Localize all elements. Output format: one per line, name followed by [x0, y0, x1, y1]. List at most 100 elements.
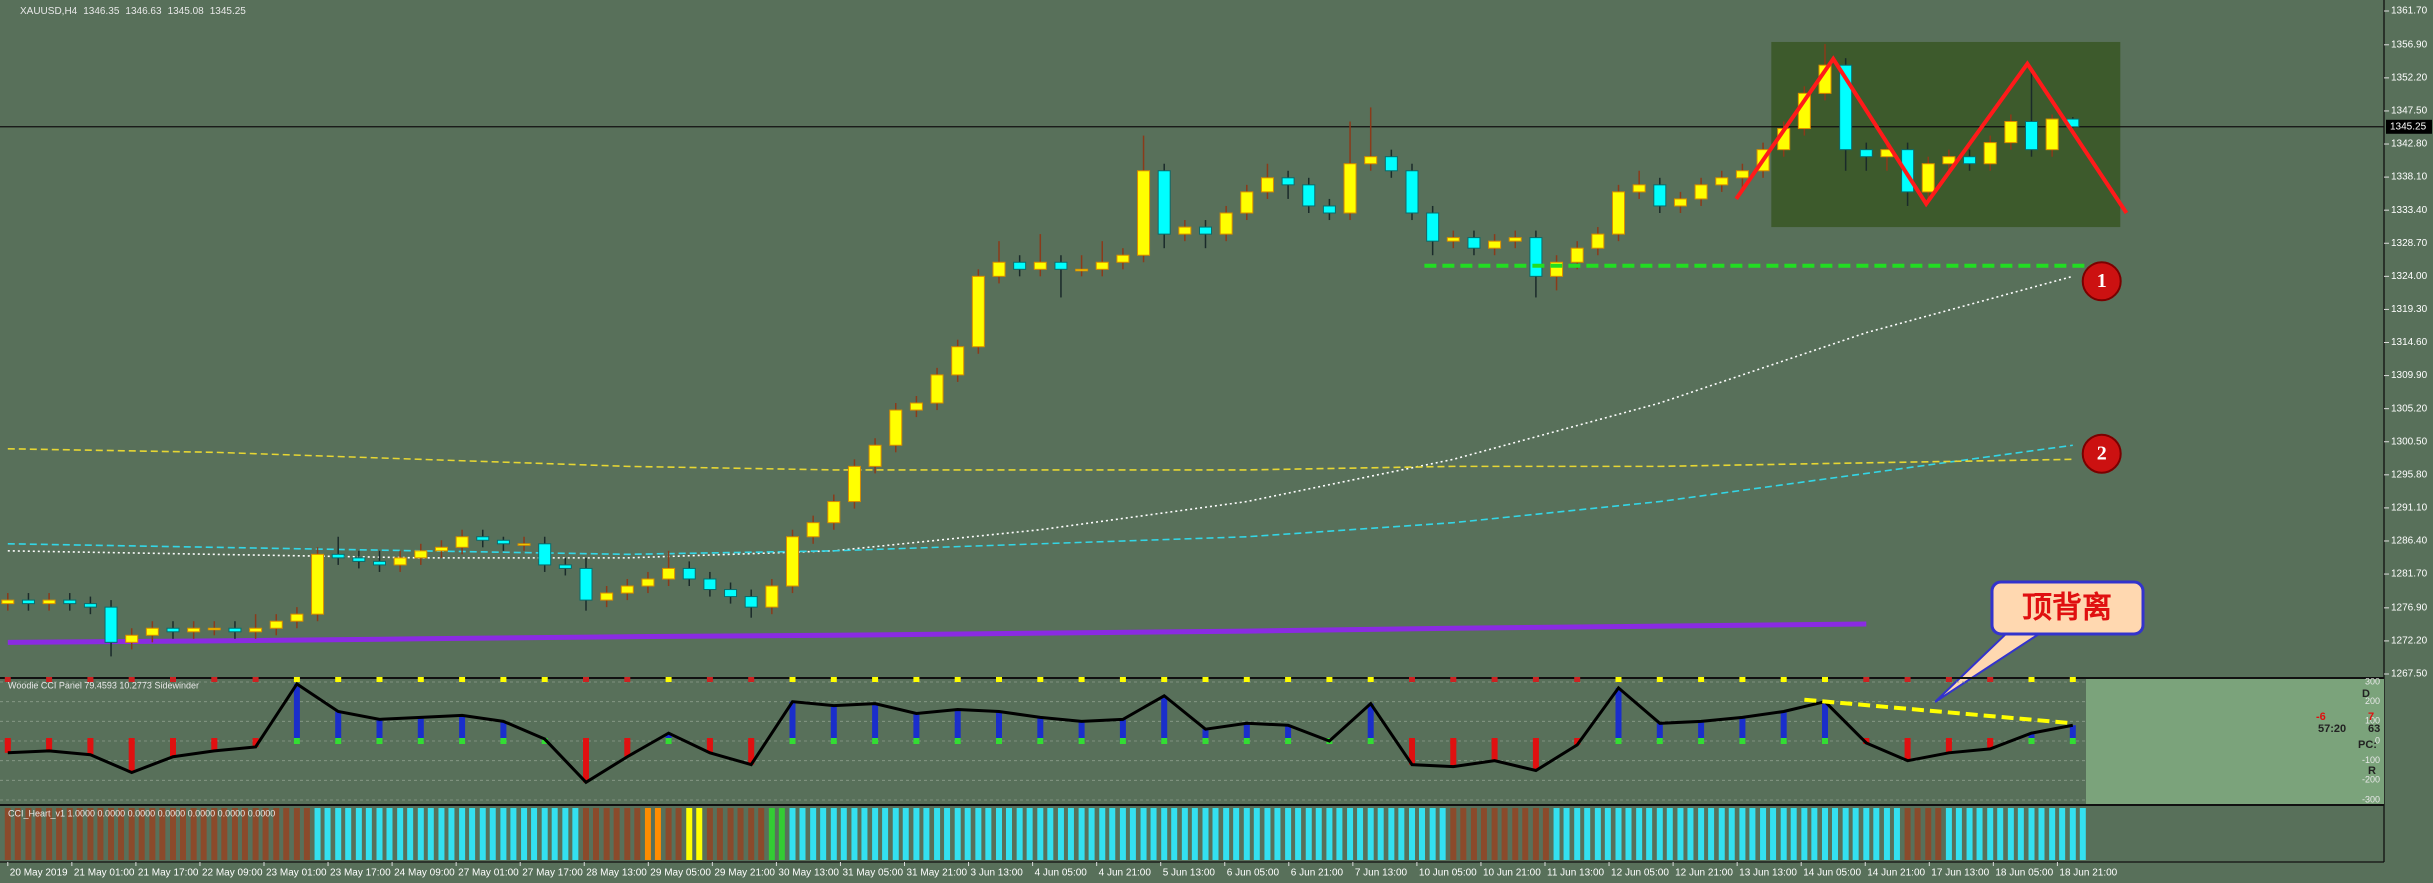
trend-dot — [1078, 738, 1085, 744]
trend-dot — [996, 738, 1002, 744]
state-bar — [1016, 808, 1023, 860]
state-bar — [1191, 808, 1198, 860]
state-bar — [1976, 808, 1983, 860]
trend-dot — [2069, 738, 2076, 744]
header-field: 1345.25 — [210, 6, 247, 17]
candle-body — [786, 536, 799, 587]
candle-body — [1240, 191, 1254, 214]
trend-dot — [1491, 738, 1498, 744]
state-bar — [727, 808, 734, 860]
marker-circle — [2081, 261, 2122, 302]
candle-body — [682, 567, 696, 580]
cci-bar — [872, 703, 879, 741]
side-text: 57:20 — [2318, 723, 2346, 735]
x-tick-label: 27 May 17:00 — [522, 868, 583, 879]
candle-body — [724, 589, 738, 598]
candle-body — [352, 557, 366, 562]
state-bar — [479, 808, 486, 860]
x-tick-label: 31 May 21:00 — [907, 868, 968, 879]
candle-body — [847, 465, 861, 503]
trend-dot — [706, 677, 713, 682]
trend-dot — [665, 677, 672, 682]
state-bar — [820, 808, 827, 860]
candle-body — [455, 536, 469, 548]
trend-dot — [1615, 677, 1622, 682]
state-bar — [1522, 808, 1529, 860]
state-bar — [1666, 808, 1673, 860]
state-bar — [1966, 808, 1973, 860]
state-bar — [1315, 808, 1322, 860]
cci-bar — [500, 721, 507, 741]
state-bar — [892, 808, 899, 860]
state-bar — [469, 808, 476, 860]
state-bar — [1460, 808, 1467, 860]
state-bar — [1822, 808, 1828, 860]
trend-dot — [170, 677, 176, 682]
state-bar — [1450, 808, 1457, 860]
state-bar — [1357, 808, 1364, 860]
state-bar — [1295, 808, 1302, 860]
trend-dot — [1656, 677, 1663, 682]
cci-bar — [1285, 725, 1292, 741]
trend-dot — [1161, 677, 1168, 682]
candle-body — [1426, 212, 1440, 242]
y-tick-label: 1347.50 — [2391, 106, 2428, 117]
cci-bar — [624, 741, 631, 757]
state-bar — [1047, 808, 1054, 860]
state-bar — [1285, 808, 1292, 860]
state-bar — [1067, 808, 1074, 860]
state-bar — [1233, 808, 1240, 860]
x-tick-label: 6 Jun 05:00 — [1227, 868, 1280, 879]
candle-body — [868, 444, 882, 467]
state-bar — [1698, 808, 1705, 860]
cci-bar — [748, 741, 755, 765]
candle-body — [889, 409, 903, 446]
candle-body — [476, 536, 490, 541]
candle-body — [166, 627, 180, 633]
divergence-line — [1804, 697, 2073, 726]
candle-body — [1467, 237, 1481, 249]
trend-dot — [748, 677, 755, 682]
state-bar — [118, 808, 125, 860]
state-bar — [459, 808, 466, 860]
cci-bar — [1243, 723, 1250, 741]
state-bar — [654, 808, 661, 860]
candle-body — [744, 596, 758, 608]
cci-bar — [1987, 741, 1994, 749]
trend-dot — [459, 738, 466, 744]
y-tick-label: 1356.90 — [2391, 39, 2428, 50]
state-bar — [97, 808, 104, 860]
y-tick-label: 1319.30 — [2391, 304, 2428, 315]
state-bar — [531, 808, 538, 860]
state-bar — [1574, 808, 1581, 860]
state-bar — [1914, 808, 1921, 860]
state-bar — [128, 808, 135, 860]
x-tick-label: 11 Jun 13:00 — [1547, 868, 1605, 879]
trend-dot — [872, 677, 879, 682]
state-bar — [510, 808, 517, 860]
candle-body — [558, 564, 572, 569]
state-bar — [1109, 808, 1116, 860]
trend-dot — [1285, 738, 1292, 744]
trend-dot — [46, 677, 53, 682]
candle-body — [1322, 205, 1336, 214]
candle-body — [765, 585, 779, 608]
state-bar — [1119, 808, 1126, 860]
trend-dot — [789, 677, 796, 682]
cci-bar — [1367, 703, 1374, 741]
state-bar — [985, 808, 992, 860]
state-bar — [1625, 808, 1632, 860]
state-bar — [1336, 808, 1343, 860]
trend-dot — [1863, 677, 1870, 682]
y-tick-label: 1272.20 — [2391, 636, 2428, 647]
x-tick-label: 3 Jun 13:00 — [971, 868, 1024, 879]
candle-body — [620, 585, 634, 594]
cci-bar — [1656, 723, 1663, 741]
candle-body — [83, 603, 97, 608]
state-bar — [200, 808, 207, 860]
state-bar — [1739, 808, 1746, 860]
trend-dot — [1243, 738, 1250, 744]
state-bar — [521, 808, 528, 860]
state-bar — [149, 808, 156, 860]
state-bar — [303, 808, 310, 860]
